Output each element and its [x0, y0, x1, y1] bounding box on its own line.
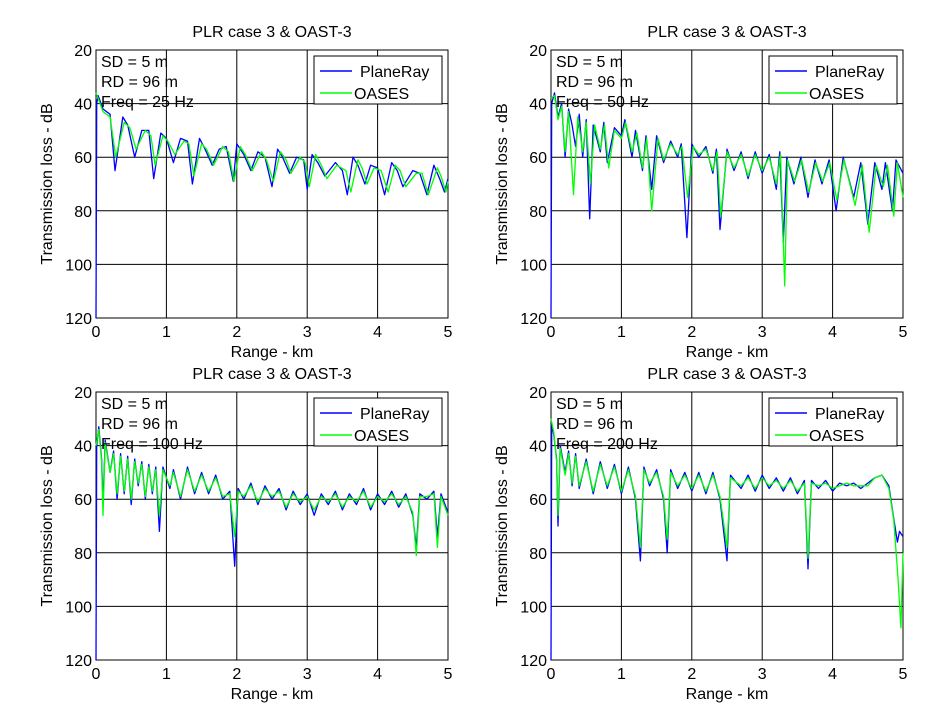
annotation-text: RD = 96 m — [101, 416, 178, 433]
legend-box — [313, 397, 443, 447]
x-tick-label: 4 — [828, 666, 837, 683]
legend-label: PlaneRay — [815, 406, 884, 423]
x-tick-label: 4 — [373, 324, 382, 341]
annotation-text: Freq = 25 Hz — [101, 94, 194, 111]
legend-box — [768, 397, 898, 447]
annotation-text: Freq = 100 Hz — [101, 436, 203, 453]
chart-title: PLR case 3 & OAST-3 — [192, 24, 351, 41]
subplot-4: 0 1 2 3 4 5 20 40 60 80 100 120 PLR case 3 & OAST-3 R… — [494, 366, 908, 703]
x-axis-label: Range - km — [686, 344, 769, 361]
y-tick-label: 120 — [520, 653, 547, 670]
x-tick-label: 1 — [617, 666, 626, 683]
legend-box — [313, 55, 443, 105]
x-tick-label: 3 — [758, 324, 767, 341]
y-tick-label: 60 — [529, 150, 547, 167]
x-tick-label: 4 — [373, 666, 382, 683]
x-tick-label: 5 — [444, 666, 453, 683]
y-tick-label: 80 — [74, 204, 92, 221]
y-tick-label: 60 — [74, 150, 92, 167]
x-tick-label: 3 — [303, 324, 312, 341]
x-tick-label: 1 — [162, 666, 171, 683]
annotation-text: RD = 96 m — [101, 74, 178, 91]
y-tick-label: 120 — [65, 653, 92, 670]
y-axis-label: Transmission loss - dB — [494, 103, 511, 264]
y-tick-label: 80 — [74, 546, 92, 563]
chart-title: PLR case 3 & OAST-3 — [192, 366, 351, 383]
x-tick-label: 3 — [758, 666, 767, 683]
annotation-text: SD = 5 m — [556, 396, 623, 413]
y-tick-label: 40 — [529, 97, 547, 114]
x-tick-label: 1 — [617, 324, 626, 341]
series-line-oases — [550, 418, 904, 629]
annotation-text: Freq = 50 Hz — [556, 94, 649, 111]
y-tick-label: 100 — [65, 599, 92, 616]
x-tick-label: 4 — [828, 324, 837, 341]
legend-label: OASES — [354, 428, 409, 445]
y-tick-label: 120 — [65, 311, 92, 328]
subplot-1: 0 1 2 3 4 5 20 40 60 80 100 120 PLR case 3 & OAST-3 R… — [39, 24, 453, 361]
legend-label: PlaneRay — [360, 406, 429, 423]
annotation-text: SD = 5 m — [101, 54, 168, 71]
x-tick-label: 2 — [687, 666, 696, 683]
x-axis-label: Range - km — [231, 344, 314, 361]
x-tick-label: 0 — [547, 324, 556, 341]
y-tick-label: 60 — [529, 492, 547, 509]
y-tick-label: 100 — [65, 257, 92, 274]
legend-label: PlaneRay — [360, 64, 429, 81]
x-tick-label: 5 — [444, 324, 453, 341]
x-tick-label: 1 — [162, 324, 171, 341]
annotation-text: RD = 96 m — [556, 74, 633, 91]
legend-box — [768, 55, 898, 105]
x-axis-label: Range - km — [686, 686, 769, 703]
y-tick-label: 40 — [74, 97, 92, 114]
y-tick-label: 20 — [74, 43, 92, 60]
legend-label: OASES — [809, 86, 864, 103]
y-axis-label: Transmission loss - dB — [494, 445, 511, 606]
annotation-text: SD = 5 m — [556, 54, 623, 71]
legend-label: OASES — [354, 86, 409, 103]
x-tick-label: 5 — [899, 324, 908, 341]
x-tick-label: 0 — [547, 666, 556, 683]
y-tick-label: 100 — [520, 257, 547, 274]
y-axis-label: Transmission loss - dB — [39, 103, 56, 264]
x-tick-label: 0 — [92, 666, 101, 683]
x-tick-label: 0 — [92, 324, 101, 341]
legend-label: OASES — [809, 428, 864, 445]
y-tick-label: 40 — [74, 439, 92, 456]
y-tick-label: 60 — [74, 492, 92, 509]
series-line-oases — [95, 428, 449, 557]
y-tick-label: 20 — [529, 385, 547, 402]
y-tick-label: 100 — [520, 599, 547, 616]
legend: PlaneRay OASES — [313, 397, 443, 447]
y-tick-label: 80 — [529, 204, 547, 221]
annotation-text: RD = 96 m — [556, 416, 633, 433]
chart-title: PLR case 3 & OAST-3 — [647, 24, 806, 41]
legend: PlaneRay OASES — [313, 55, 443, 105]
annotation-text: SD = 5 m — [101, 396, 168, 413]
x-tick-label: 3 — [303, 666, 312, 683]
y-tick-label: 20 — [529, 43, 547, 60]
chart-title: PLR case 3 & OAST-3 — [647, 366, 806, 383]
y-tick-label: 120 — [520, 311, 547, 328]
y-tick-label: 80 — [529, 546, 547, 563]
x-tick-label: 2 — [232, 666, 241, 683]
y-tick-label: 20 — [74, 385, 92, 402]
series-line-oases — [550, 94, 904, 287]
y-axis-label: Transmission loss - dB — [39, 445, 56, 606]
y-tick-label: 40 — [529, 439, 547, 456]
x-tick-label: 5 — [899, 666, 908, 683]
legend-label: PlaneRay — [815, 64, 884, 81]
x-tick-label: 2 — [232, 324, 241, 341]
subplot-2: 0 1 2 3 4 5 20 40 60 80 100 120 PLR case 3 & OAST-3 R… — [494, 24, 908, 361]
subplot-3: 0 1 2 3 4 5 20 40 60 80 100 120 PLR case 3 & OAST-3 R… — [39, 366, 453, 703]
x-axis-label: Range - km — [231, 686, 314, 703]
annotation-text: Freq = 200 Hz — [556, 436, 658, 453]
legend: PlaneRay OASES — [768, 55, 898, 105]
x-tick-label: 2 — [687, 324, 696, 341]
legend: PlaneRay OASES — [768, 397, 898, 447]
series-line-oases — [95, 92, 449, 196]
